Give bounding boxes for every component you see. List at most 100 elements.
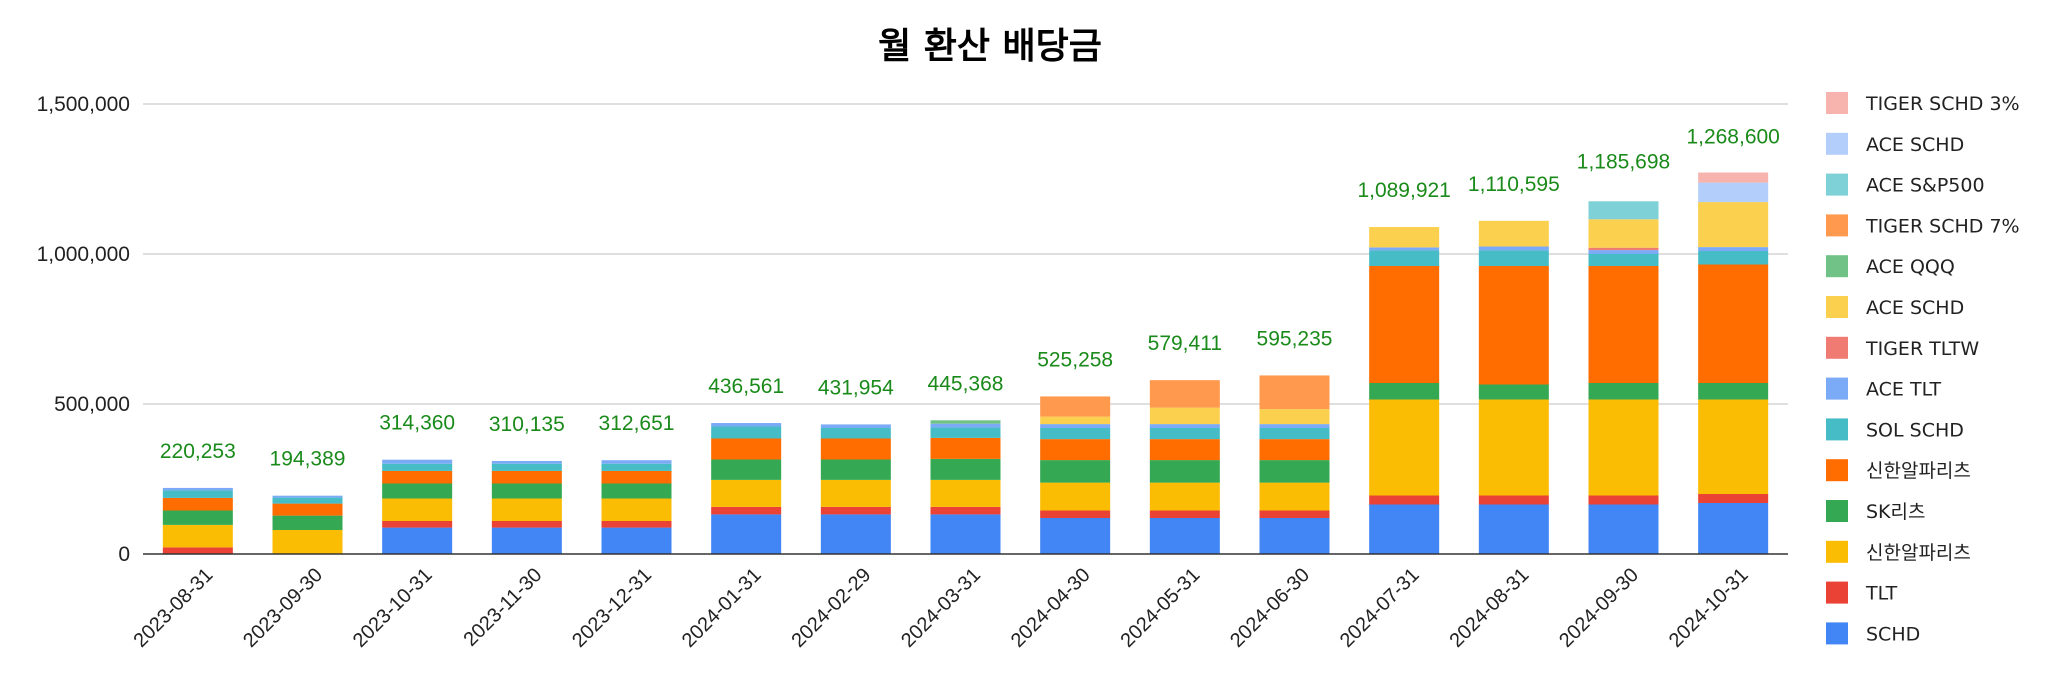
- bar-segment: [1698, 172, 1769, 183]
- bar-segment: [1149, 460, 1220, 483]
- legend-label: TIGER SCHD 7%: [1865, 215, 2020, 237]
- bar-segment: [1149, 380, 1220, 408]
- bar-segment: [930, 514, 1001, 554]
- bar-segment: [1040, 396, 1111, 417]
- bar-segment: [1698, 251, 1769, 265]
- legend-swatch: [1826, 622, 1848, 645]
- bar-segment: [1588, 495, 1659, 505]
- x-axis: 2023-08-31 2023-09-30 2023-10-31 2023-11-30…: [129, 553, 1788, 652]
- legend-swatch: [1826, 500, 1848, 522]
- bar-segment: [1369, 247, 1440, 251]
- bar-segment: [491, 460, 562, 464]
- bar-segment: [382, 498, 453, 521]
- bar-segment: [1149, 518, 1220, 554]
- legend: TIGER SCHD 3% ACE SCHD ACE S&P500 TIGER SCH…: [1826, 92, 2020, 645]
- bar-segment: [601, 521, 672, 528]
- legend-label: SK리츠: [1866, 501, 1925, 523]
- total-label: 1,268,600: [1686, 125, 1779, 148]
- bar-segment: [491, 498, 562, 521]
- legend-item: ACE SCHD: [1826, 132, 1964, 156]
- bar-segment: [1040, 510, 1111, 518]
- bar-segment: [1588, 201, 1659, 220]
- x-tick-label: 2024-05-31: [1116, 564, 1204, 652]
- bar-segment: [711, 423, 782, 427]
- legend-item: ACE TLT: [1826, 377, 1942, 401]
- bar-segment: [1259, 439, 1330, 461]
- bar-segment: [820, 506, 891, 515]
- bar-segment: [601, 463, 672, 471]
- x-tick-label: 2024-01-31: [678, 564, 766, 652]
- bar-segment: [711, 514, 782, 554]
- bar-segment: [1149, 407, 1220, 425]
- legend-item: TIGER SCHD 3%: [1826, 92, 2020, 115]
- legend-item: ACE S&P500: [1826, 173, 1985, 197]
- legend-label: TIGER TLTW: [1865, 338, 1979, 360]
- bar-segment: [930, 423, 1001, 428]
- total-label: 431,954: [818, 376, 894, 399]
- bar-segment: [1588, 219, 1659, 248]
- bar-segment: [930, 427, 1001, 438]
- x-tick-label: 2024-03-31: [897, 564, 985, 652]
- bar-segment: [1040, 518, 1111, 554]
- bar-segment: [930, 420, 1001, 424]
- bar-segment: [711, 479, 782, 507]
- bar-segment: [272, 515, 343, 530]
- x-tick-label: 2023-08-31: [129, 564, 217, 652]
- bar-segment: [601, 460, 672, 464]
- bar-segment: [1040, 416, 1111, 425]
- legend-label: ACE S&P500: [1866, 175, 1985, 197]
- legend-swatch: [1826, 92, 1848, 114]
- total-label: 194,389: [270, 448, 346, 471]
- bar-segment: [272, 530, 343, 554]
- bar-segment: [382, 459, 453, 464]
- y-tick-label: 1,500,000: [37, 93, 130, 116]
- bar-segment: [162, 490, 233, 498]
- legend-swatch: [1826, 336, 1848, 359]
- bar-segment: [711, 459, 782, 480]
- total-label: 579,411: [1148, 332, 1222, 355]
- bar-segment: [1369, 495, 1440, 505]
- bar-segment: [820, 424, 891, 428]
- bar-segment: [1259, 518, 1330, 554]
- bar-segment: [1478, 399, 1549, 496]
- bar-segment: [1588, 504, 1659, 554]
- bar-segment: [1478, 495, 1549, 505]
- total-labels-layer: 220,253 194,389 314,360 310,135 312,651 436,5…: [160, 125, 1780, 470]
- legend-swatch: [1826, 459, 1848, 482]
- total-label: 525,258: [1037, 348, 1113, 371]
- legend-swatch: [1826, 581, 1848, 604]
- bar-segment: [1698, 182, 1769, 203]
- bar-segment: [382, 521, 453, 528]
- bar-segment: [1259, 375, 1330, 410]
- bar-segment: [1259, 428, 1330, 440]
- legend-item: 신한알파리츠: [1826, 459, 1971, 482]
- legend-swatch: [1826, 377, 1848, 400]
- bar-segment: [1259, 482, 1330, 511]
- bar-segment: [1588, 250, 1659, 254]
- bar-segment: [491, 527, 562, 554]
- bar-segment: [1369, 227, 1440, 248]
- bar-segment: [1588, 266, 1659, 383]
- legend-swatch: [1826, 173, 1848, 196]
- legend-label: ACE TLT: [1866, 379, 1942, 401]
- bar-segment: [1478, 250, 1549, 266]
- bar-segment: [1698, 202, 1769, 248]
- bar-segment: [1040, 482, 1111, 511]
- legend-swatch: [1826, 296, 1848, 318]
- bar-segment: [162, 487, 233, 491]
- total-label: 1,110,595: [1468, 173, 1560, 196]
- y-tick-label: 1,000,000: [37, 243, 130, 266]
- bar-segment: [1698, 383, 1769, 400]
- legend-swatch: [1826, 540, 1848, 563]
- bar-segment: [491, 463, 562, 471]
- legend-swatch: [1826, 255, 1848, 278]
- bar-segment: [1369, 399, 1440, 496]
- x-tick-label: 2024-08-31: [1445, 564, 1533, 652]
- x-tick-label: 2024-10-31: [1665, 564, 1753, 652]
- bar-segment: [272, 495, 343, 498]
- bar-segment: [1698, 494, 1769, 503]
- bar-segment: [601, 470, 672, 484]
- bar-segment: [820, 479, 891, 507]
- bar-segment: [1588, 383, 1659, 400]
- bar-segment: [1588, 254, 1659, 266]
